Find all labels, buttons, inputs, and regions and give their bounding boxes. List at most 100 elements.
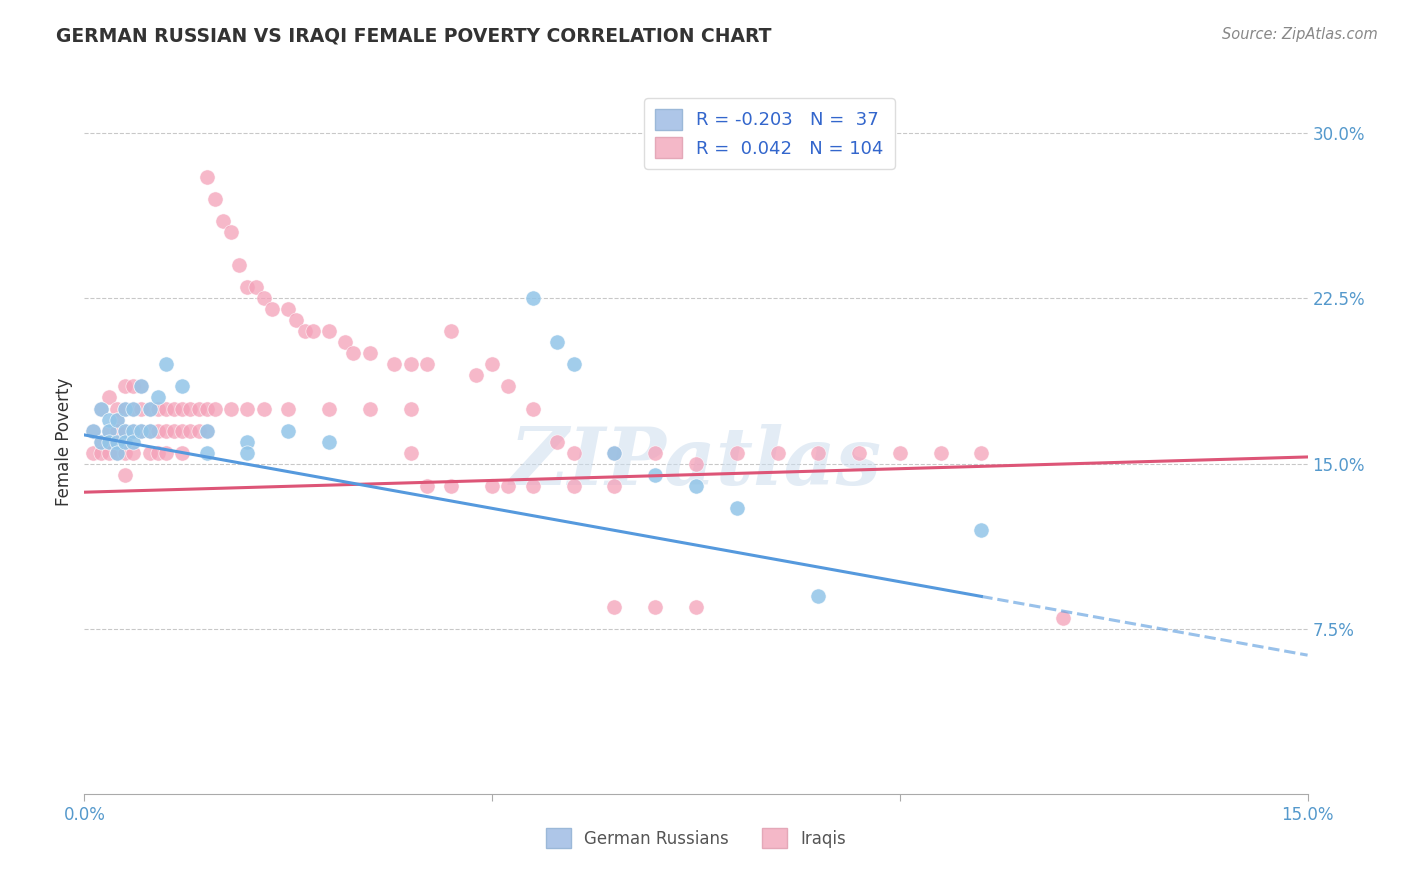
Point [603, 599, 626, 614]
Point [155, 424, 177, 438]
Point [97, 445, 120, 459]
Point [97, 412, 120, 426]
Point [685, 457, 707, 471]
Point [163, 401, 186, 416]
Point [253, 292, 276, 306]
Point [498, 379, 520, 393]
Point [155, 358, 177, 372]
Point [105, 424, 128, 438]
Point [146, 401, 169, 416]
Point [138, 401, 160, 416]
Point [562, 358, 585, 372]
Point [105, 445, 128, 459]
Point [204, 192, 226, 206]
Point [228, 259, 250, 273]
Point [146, 445, 169, 459]
Point [114, 434, 136, 449]
Point [522, 478, 544, 492]
Point [105, 401, 128, 416]
Point [546, 434, 568, 449]
Point [277, 424, 299, 438]
Point [929, 445, 952, 459]
Point [1052, 610, 1074, 624]
Point [82, 424, 104, 438]
Point [342, 346, 364, 360]
Point [399, 445, 422, 459]
Point [603, 445, 626, 459]
Point [644, 445, 666, 459]
Point [122, 424, 145, 438]
Point [146, 391, 169, 405]
Point [97, 424, 120, 438]
Point [155, 401, 177, 416]
Point [970, 523, 993, 537]
Point [236, 434, 259, 449]
Point [219, 225, 242, 239]
Point [277, 401, 299, 416]
Legend: German Russians, Iraqis: German Russians, Iraqis [537, 820, 855, 856]
Point [212, 214, 235, 228]
Point [97, 434, 120, 449]
Point [179, 401, 201, 416]
Point [236, 401, 259, 416]
Point [172, 445, 194, 459]
Point [172, 424, 194, 438]
Point [848, 445, 870, 459]
Point [195, 170, 218, 185]
Point [725, 445, 748, 459]
Point [644, 599, 666, 614]
Point [90, 434, 112, 449]
Point [82, 445, 104, 459]
Point [97, 391, 120, 405]
Point [219, 401, 242, 416]
Point [105, 412, 128, 426]
Point [807, 445, 830, 459]
Point [359, 401, 381, 416]
Point [464, 368, 486, 383]
Point [318, 325, 340, 339]
Point [163, 424, 186, 438]
Point [318, 401, 340, 416]
Point [114, 424, 136, 438]
Point [440, 325, 463, 339]
Point [122, 401, 145, 416]
Y-axis label: Female Poverty: Female Poverty [55, 377, 73, 506]
Point [131, 379, 153, 393]
Point [122, 401, 145, 416]
Text: Source: ZipAtlas.com: Source: ZipAtlas.com [1222, 27, 1378, 42]
Point [131, 379, 153, 393]
Point [131, 401, 153, 416]
Point [889, 445, 911, 459]
Point [122, 379, 145, 393]
Point [195, 445, 218, 459]
Point [90, 445, 112, 459]
Point [90, 434, 112, 449]
Point [318, 434, 340, 449]
Point [138, 445, 160, 459]
Point [285, 313, 308, 327]
Point [187, 401, 209, 416]
Point [382, 358, 405, 372]
Point [970, 445, 993, 459]
Point [114, 401, 136, 416]
Point [105, 412, 128, 426]
Point [179, 424, 201, 438]
Point [114, 379, 136, 393]
Point [195, 424, 218, 438]
Point [172, 379, 194, 393]
Point [253, 401, 276, 416]
Point [122, 445, 145, 459]
Point [498, 478, 520, 492]
Point [131, 424, 153, 438]
Point [416, 478, 439, 492]
Point [146, 424, 169, 438]
Point [155, 445, 177, 459]
Point [603, 478, 626, 492]
Point [114, 445, 136, 459]
Point [481, 478, 503, 492]
Point [685, 599, 707, 614]
Point [131, 424, 153, 438]
Text: GERMAN RUSSIAN VS IRAQI FEMALE POVERTY CORRELATION CHART: GERMAN RUSSIAN VS IRAQI FEMALE POVERTY C… [56, 27, 772, 45]
Point [522, 401, 544, 416]
Point [172, 401, 194, 416]
